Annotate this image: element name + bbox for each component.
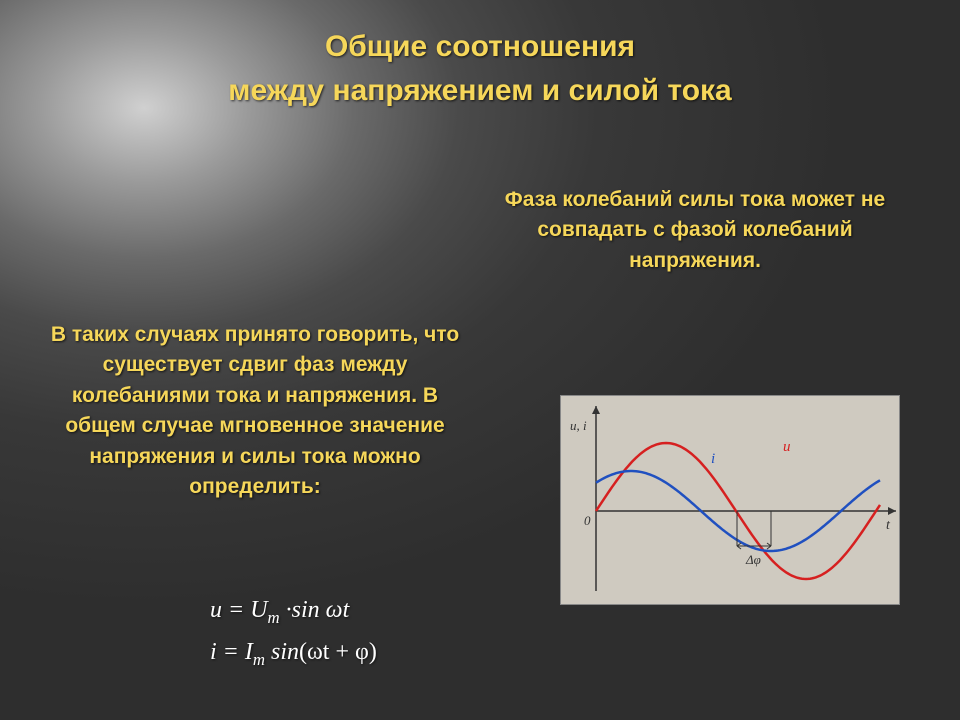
phase-note: Фаза колебаний силы тока может не совпад… bbox=[485, 185, 905, 276]
formula-i-sub: m bbox=[253, 650, 265, 669]
formula-i-arg: (ωt + φ) bbox=[299, 639, 377, 665]
body-paragraph: В таких случаях принято говорить, что су… bbox=[40, 320, 470, 503]
formula-i: i = Im sin(ωt + φ) bbox=[210, 632, 377, 674]
formula-i-rhs: I bbox=[245, 639, 253, 665]
svg-text:u: u bbox=[783, 439, 791, 455]
title-line2: между напряжением и силой тока bbox=[228, 74, 731, 107]
formula-u-trig: ·sin ωt bbox=[286, 597, 350, 623]
formula-u-sub: m bbox=[268, 608, 280, 627]
title-line1: Общие соотношения bbox=[325, 30, 635, 63]
slide-title: Общие соотношения между напряжением и си… bbox=[0, 0, 960, 112]
svg-text:i: i bbox=[711, 451, 715, 467]
formula-u: u = Um ·sin ωt bbox=[210, 590, 377, 632]
chart-svg: u, i t 0 Δφ u i bbox=[561, 396, 901, 606]
formula-u-rhs: U bbox=[250, 597, 267, 623]
svg-text:u, i: u, i bbox=[570, 418, 587, 433]
svg-text:0: 0 bbox=[584, 513, 591, 528]
formula-block: u = Um ·sin ωt i = Im sin(ωt + φ) bbox=[210, 590, 377, 675]
formula-u-lhs: u bbox=[210, 597, 222, 623]
equals-sign: = bbox=[223, 639, 245, 665]
formula-i-trig: sin bbox=[265, 639, 299, 665]
svg-text:Δφ: Δφ bbox=[745, 552, 761, 567]
svg-text:t: t bbox=[886, 518, 891, 533]
formula-i-lhs: i bbox=[210, 639, 217, 665]
phase-shift-chart: u, i t 0 Δφ u i bbox=[560, 395, 900, 605]
equals-sign: = bbox=[228, 597, 250, 623]
